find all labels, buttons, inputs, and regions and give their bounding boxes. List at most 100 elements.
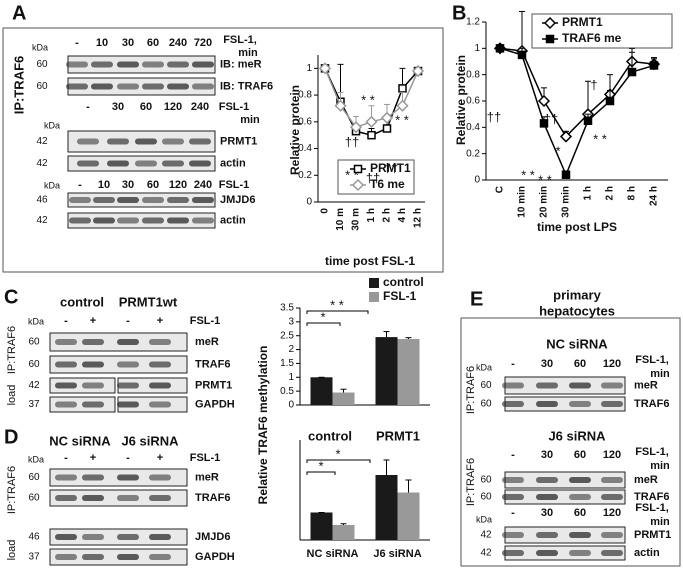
row-label: meR: [634, 474, 658, 486]
row-label: meR: [195, 471, 219, 483]
annotation: * *: [538, 172, 552, 187]
kda-marker: 60: [28, 359, 40, 370]
lane-label: +: [90, 452, 96, 464]
kda-title: kDa: [28, 454, 44, 464]
row-label: TRAF6: [195, 358, 230, 370]
y-tick-label: 0.8: [298, 90, 312, 101]
row-label: TRAF6: [634, 398, 669, 410]
x-axis-label: time post FSL-1: [325, 254, 415, 268]
bar: [375, 337, 398, 405]
lane-label: +: [157, 452, 163, 464]
kda-marker: 60: [28, 337, 40, 348]
y-tick-label: 0: [306, 197, 312, 208]
band: [55, 339, 77, 345]
row-label: IB: TRAF6: [220, 80, 273, 92]
lane-label: +: [157, 315, 163, 327]
band: [142, 61, 164, 68]
panel-label: B: [452, 2, 466, 24]
y-tick-label: 2.5: [280, 330, 294, 341]
treatment-label: FSL-1,: [223, 34, 257, 46]
lane-label: 720: [194, 37, 212, 49]
row-label: TRAF6: [634, 491, 669, 503]
band: [66, 61, 88, 68]
band: [93, 217, 115, 224]
x-axis-label: time post LPS: [537, 220, 617, 234]
lane-label: -: [126, 452, 130, 464]
kda-title: kDa: [44, 180, 60, 190]
group-label: PRMT1: [376, 428, 420, 443]
lane-label: 30: [541, 449, 553, 461]
band: [536, 382, 558, 389]
band: [82, 361, 104, 368]
band: [569, 382, 591, 389]
band: [192, 197, 214, 203]
blot-header: NC siRNA: [49, 433, 111, 448]
row-label: meR: [195, 336, 219, 348]
point: [411, 64, 425, 78]
x-tick-label: 2 h: [605, 186, 616, 200]
row-label: GAPDH: [195, 551, 235, 563]
band: [82, 554, 104, 560]
panel-label: A: [12, 2, 26, 24]
lane-label: -: [64, 452, 68, 464]
bar: [332, 392, 355, 405]
band: [536, 494, 558, 500]
annotation: †: [590, 77, 597, 92]
y-tick-label: 2: [288, 344, 294, 355]
band: [107, 160, 129, 167]
lane-label: 30: [122, 179, 134, 191]
bar: [310, 377, 333, 405]
band: [192, 217, 214, 224]
band: [82, 534, 104, 540]
y-tick-label: 1: [306, 63, 312, 74]
point: [539, 119, 549, 128]
row-label: IB: meR: [220, 58, 262, 70]
x-tick-label: 30 min: [561, 186, 572, 218]
band: [117, 382, 139, 389]
legend-marker: [353, 164, 363, 174]
legend-box: [337, 159, 415, 195]
y-tick-label: 0: [474, 175, 480, 186]
x-tick-label: 4 h: [397, 208, 408, 222]
band: [502, 477, 524, 483]
point: [583, 116, 593, 125]
significance-bracket: [306, 459, 371, 463]
band: [189, 160, 211, 167]
lane-label: 30: [541, 507, 553, 519]
kda-title: kDa: [28, 316, 44, 326]
y-tick-label: 0.2: [298, 170, 312, 181]
lane-label: 240: [169, 37, 187, 49]
legend-marker: [351, 178, 365, 192]
treatment-label: min: [238, 47, 258, 59]
kda-marker: 60: [480, 399, 492, 410]
legend-label: control: [383, 275, 424, 289]
lane-label: 60: [140, 101, 152, 113]
band: [569, 401, 591, 407]
legend-box: [531, 13, 673, 49]
band: [149, 474, 171, 481]
band: [162, 160, 184, 167]
y-tick-label: 0.5: [280, 386, 294, 397]
band: [569, 532, 591, 538]
lane-label: 30: [541, 358, 553, 370]
treatment-label: FSL-1,: [635, 502, 669, 514]
lane-label: 60: [574, 358, 586, 370]
legend-label: TRAF6 me: [562, 31, 622, 45]
band: [117, 474, 139, 481]
blot-strip: [67, 192, 216, 208]
band: [601, 494, 623, 500]
lane-label: -: [126, 315, 130, 327]
annotation: ††: [487, 109, 501, 124]
band: [55, 361, 77, 368]
panel-label: C: [4, 286, 18, 308]
lane-label: 60: [147, 37, 159, 49]
significance-bracket: [306, 310, 369, 314]
y-axis-label: Relative TRAF6 methylation: [256, 346, 270, 505]
blot-header: J6 siRNA: [121, 433, 179, 448]
band: [69, 217, 91, 224]
lane-label: 10: [96, 37, 108, 49]
row-label: GAPDH: [195, 398, 235, 410]
lane-label: 240: [191, 101, 209, 113]
band: [536, 532, 558, 538]
legend-label: FSL-1: [383, 289, 417, 303]
